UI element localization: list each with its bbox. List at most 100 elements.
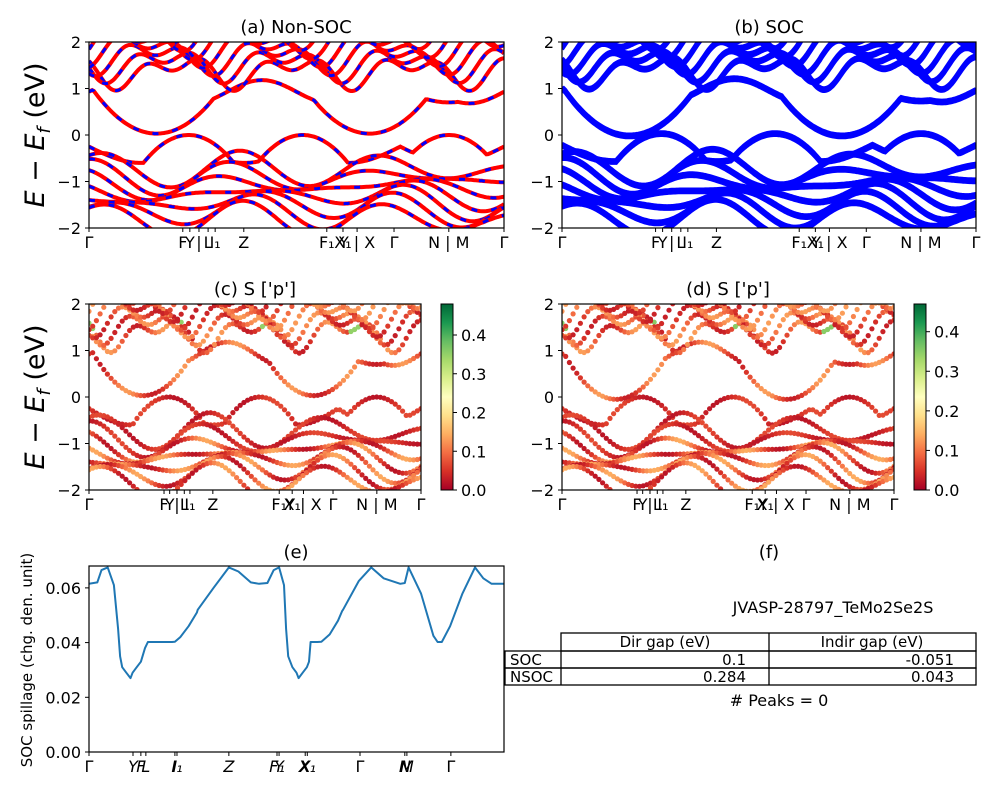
projected-point (611, 314, 617, 320)
projected-point (562, 308, 565, 314)
projected-point (847, 470, 853, 477)
projected-point (400, 293, 405, 298)
projected-point (703, 304, 709, 306)
projected-point (282, 270, 287, 275)
projected-point (414, 469, 420, 475)
x-tick-label: F (159, 495, 168, 514)
y-tick-label: 0.04 (45, 634, 81, 653)
projected-point (219, 462, 225, 468)
projected-point (392, 333, 398, 339)
projected-point (174, 452, 181, 458)
projected-point (855, 277, 860, 282)
projected-point (263, 470, 269, 476)
projected-point (588, 437, 595, 443)
projected-point (289, 304, 295, 309)
panel-c-ylabel: E − Ef (eV) (20, 325, 55, 470)
projected-point (891, 351, 894, 357)
projected-point (655, 367, 661, 373)
projected-point (819, 304, 821, 305)
projected-point (400, 342, 406, 348)
projected-point (600, 304, 606, 307)
projected-point (285, 411, 291, 417)
projected-point (777, 296, 782, 301)
projected-point (873, 304, 879, 306)
projected-point (363, 315, 369, 321)
projected-point (226, 468, 232, 474)
projected-point (777, 446, 783, 452)
projected-point (884, 323, 890, 329)
y-tick-label: −1 (57, 435, 81, 454)
projected-point (652, 288, 657, 293)
projected-point (304, 323, 310, 329)
projected-point (699, 450, 705, 456)
y-tick-label: 1 (544, 342, 554, 361)
projected-point (297, 294, 302, 299)
projected-point (799, 293, 804, 298)
projected-point (603, 304, 609, 306)
projected-point (189, 470, 195, 476)
projected-point (754, 317, 761, 323)
projected-point (134, 486, 140, 490)
x-tick-label: N | M (356, 495, 397, 514)
x-tick-label: Z (680, 495, 691, 514)
projected-point (116, 296, 121, 301)
projected-point (891, 466, 894, 472)
projected-point (607, 290, 612, 295)
x-tick-label: L (141, 757, 150, 776)
projected-point (670, 342, 676, 348)
projected-point (769, 313, 775, 319)
projected-point (773, 472, 779, 479)
projected-point (382, 286, 387, 291)
projected-point (876, 313, 882, 319)
projected-point (858, 283, 863, 288)
projected-point (90, 335, 96, 341)
projected-point (385, 323, 391, 329)
projected-point (662, 470, 668, 476)
projected-point (115, 437, 122, 443)
projected-point (204, 410, 210, 416)
projected-point (200, 338, 206, 344)
projected-point (799, 288, 804, 293)
projected-point (348, 461, 354, 467)
projected-point (289, 482, 295, 489)
table-row-nsoc-label: NSOC (510, 668, 553, 686)
projected-point (278, 267, 283, 272)
projected-point (363, 272, 368, 277)
projected-point (614, 407, 620, 413)
projected-point (300, 289, 305, 294)
projected-point (581, 416, 587, 422)
projected-point (330, 291, 335, 296)
projected-point (101, 327, 107, 333)
projected-point (418, 351, 421, 357)
x-tick-label: Y (637, 495, 648, 514)
projected-point (208, 460, 214, 466)
projected-point (736, 304, 742, 310)
projected-point (807, 295, 812, 300)
projected-point (411, 289, 416, 294)
projected-point (813, 423, 820, 429)
projected-point (673, 317, 680, 323)
projected-point (201, 285, 206, 290)
projected-point (208, 294, 213, 299)
projected-point (861, 338, 868, 344)
projected-point (186, 435, 192, 441)
projected-point (869, 290, 874, 295)
projected-point (751, 447, 757, 453)
projected-point (190, 276, 195, 281)
projected-point (108, 375, 114, 381)
projected-point (674, 285, 679, 290)
projected-point (182, 478, 188, 484)
projected-point (644, 279, 649, 284)
projected-point (674, 296, 679, 301)
projected-point (791, 322, 798, 328)
projected-point (120, 298, 125, 303)
projected-point (315, 310, 321, 316)
projected-point (828, 452, 834, 458)
projected-point (145, 403, 151, 409)
projected-point (115, 452, 122, 458)
projected-point (344, 411, 350, 417)
projected-point (308, 298, 313, 303)
projected-point (825, 465, 831, 471)
projected-point (714, 434, 720, 440)
projected-point (891, 317, 894, 323)
